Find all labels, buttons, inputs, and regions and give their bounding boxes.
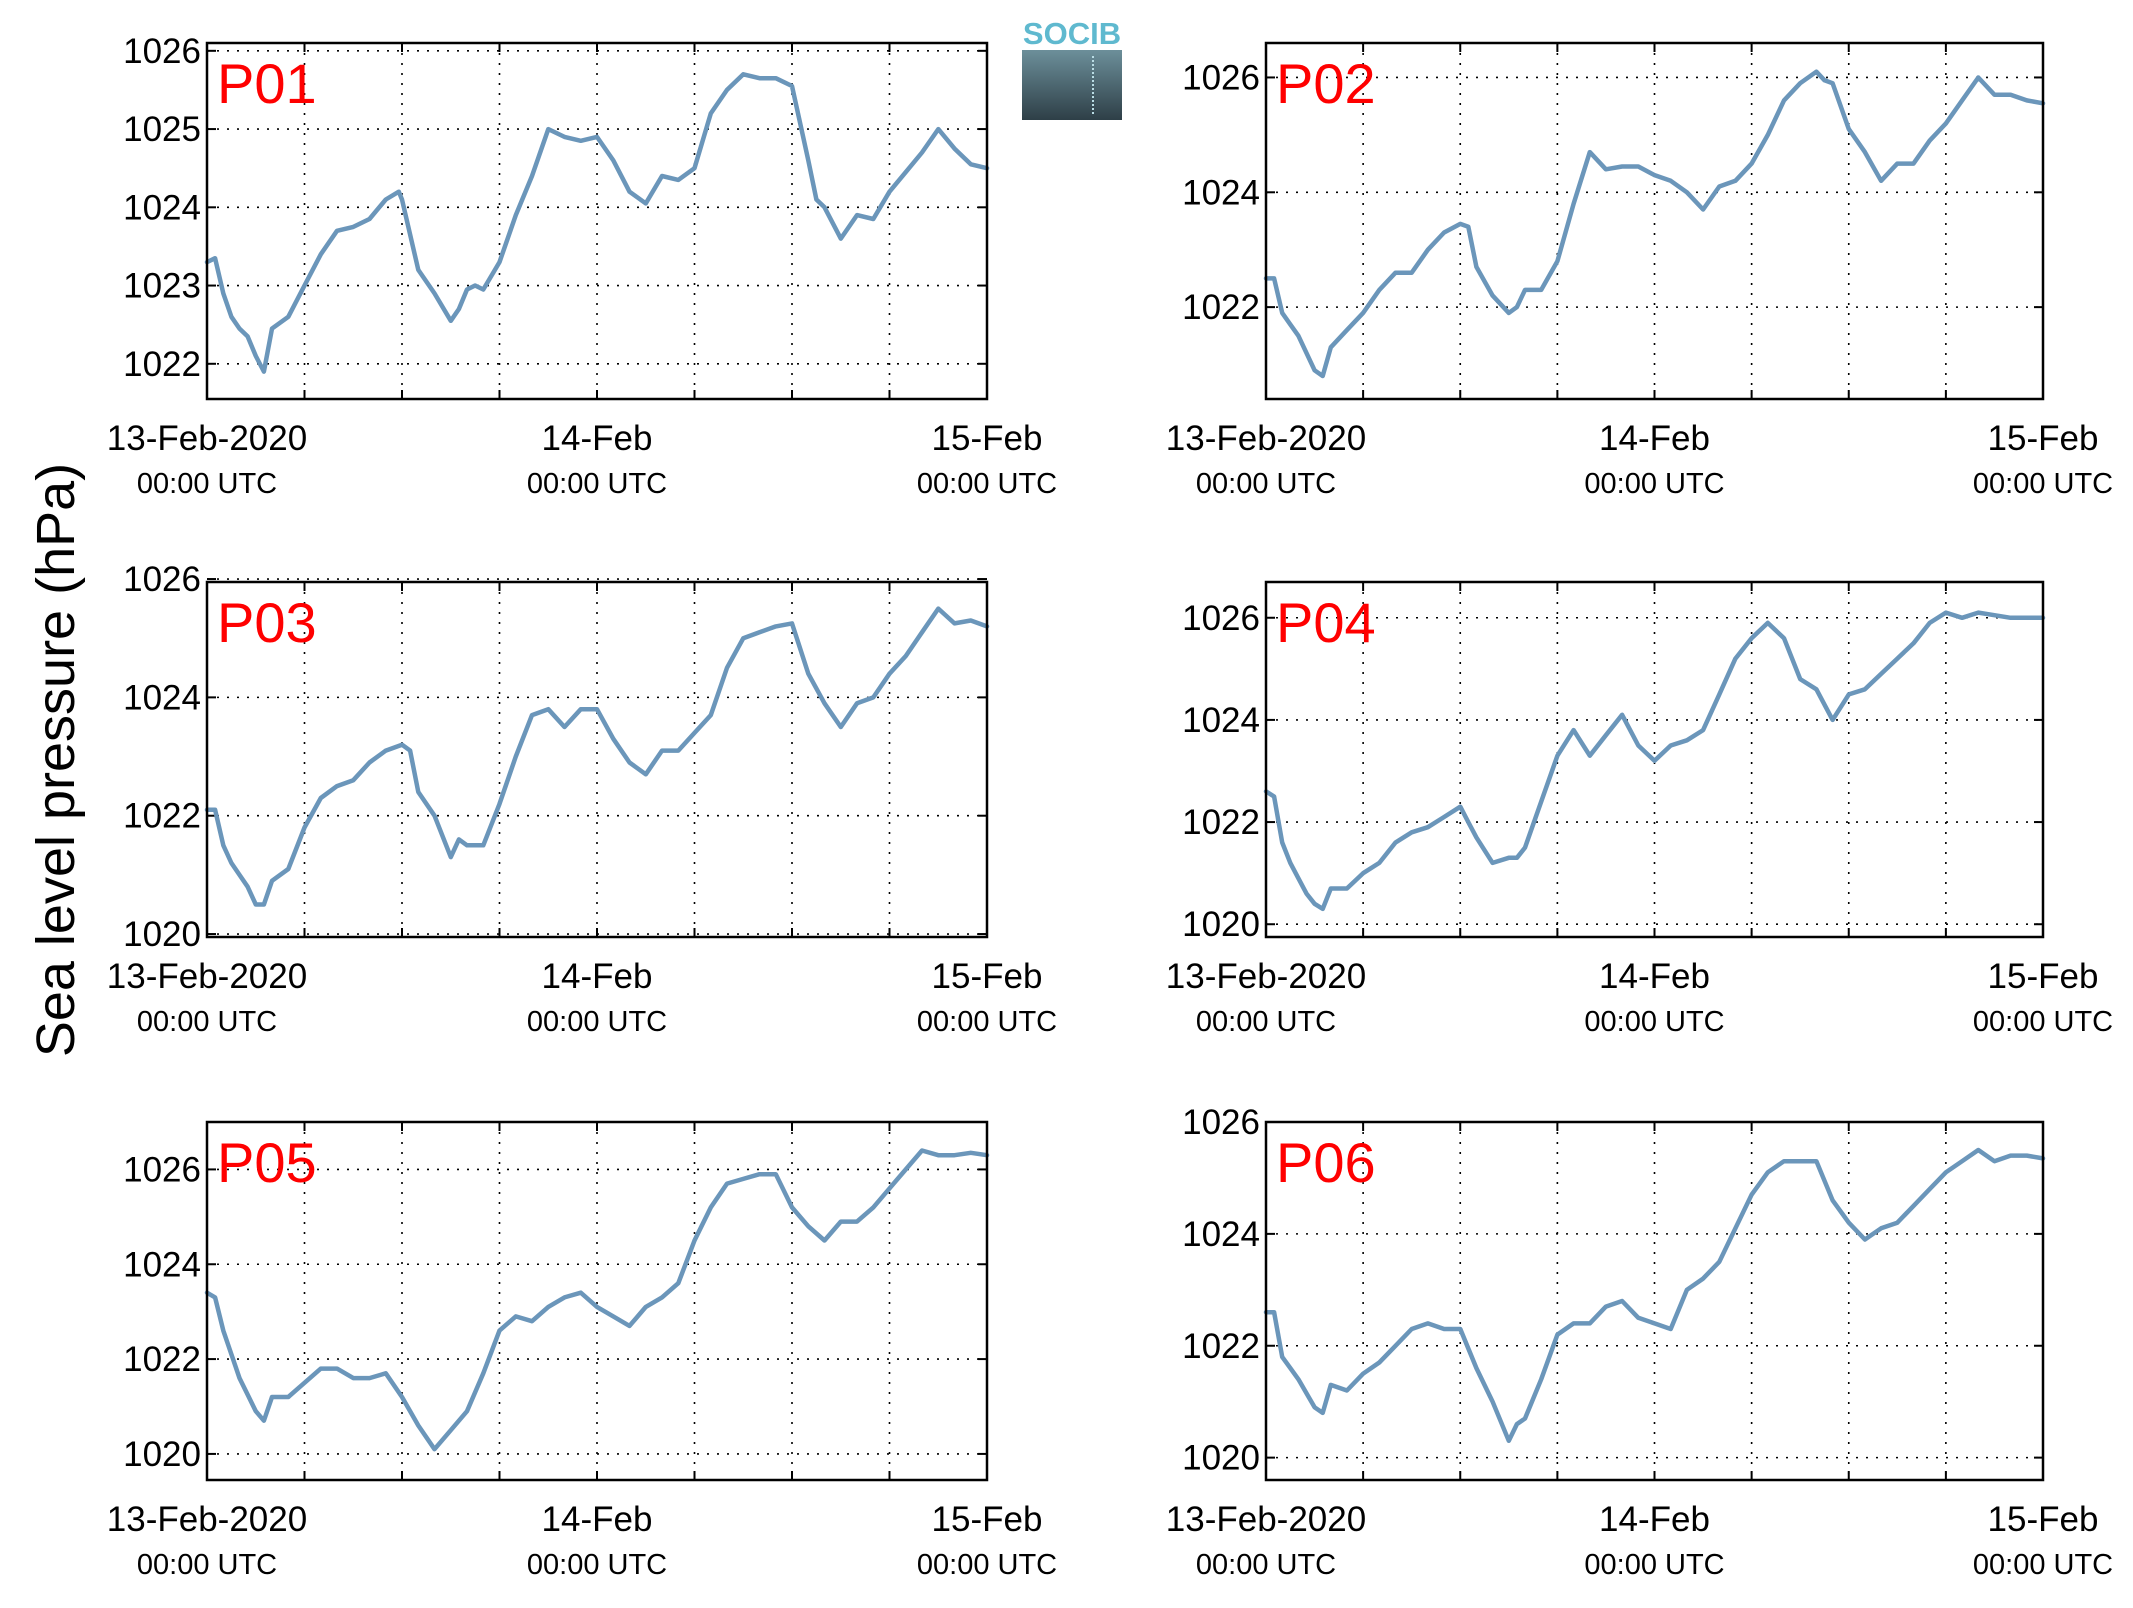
y-tick-label: 1022: [123, 797, 201, 836]
x-tick-label-date: 15-Feb: [1988, 419, 2099, 458]
axes-frame: [205, 580, 989, 939]
x-tick-label-time: 00:00 UTC: [1196, 468, 1336, 500]
x-tick-label-time: 00:00 UTC: [527, 1006, 667, 1038]
y-tick-label: 1020: [123, 1435, 201, 1474]
x-tick-label-time: 00:00 UTC: [137, 1006, 277, 1038]
y-tick-label: 1022: [123, 345, 201, 384]
y-tick-label: 1024: [123, 188, 201, 227]
x-tick-label-time: 00:00 UTC: [1973, 1549, 2113, 1581]
x-tick-label-date: 15-Feb: [1988, 957, 2099, 996]
pressure-series-line: [1263, 69, 2046, 379]
x-tick-label-date: 15-Feb: [1988, 1500, 2099, 1539]
x-tick-label-date: 15-Feb: [932, 419, 1043, 458]
axes-frame: [1264, 41, 2045, 401]
pressure-series-line: [1263, 610, 2046, 912]
y-tick-label: 1022: [1182, 288, 1260, 327]
y-tick-label: 1024: [123, 678, 201, 717]
x-tick-label-time: 00:00 UTC: [137, 1549, 277, 1581]
station-label: P04: [1276, 591, 1376, 654]
y-axis-label: Sea level pressure (hPa): [26, 462, 86, 1058]
x-tick-label-time: 00:00 UTC: [137, 468, 277, 500]
x-tick-label-time: 00:00 UTC: [1973, 468, 2113, 500]
pressure-series-line: [204, 606, 990, 907]
x-tick-label-time: 00:00 UTC: [1584, 1006, 1724, 1038]
y-tick-label: 1022: [1182, 1327, 1260, 1366]
x-tick-label-date: 13-Feb-2020: [1166, 1500, 1366, 1539]
x-tick-label-date: 13-Feb-2020: [107, 1500, 307, 1539]
y-tick-label: 1020: [1182, 1439, 1260, 1478]
pressure-series-line: [204, 72, 990, 374]
axes-frame: [1264, 1120, 2045, 1482]
x-tick-label-date: 13-Feb-2020: [1166, 957, 1366, 996]
y-tick-label: 1022: [1182, 803, 1260, 842]
y-tick-label: 1024: [1182, 173, 1260, 212]
y-tick-label: 1020: [1182, 905, 1260, 944]
x-tick-label-date: 14-Feb: [542, 1500, 653, 1539]
x-tick-label-date: 14-Feb: [1599, 957, 1710, 996]
x-tick-label-time: 00:00 UTC: [1196, 1549, 1336, 1581]
axes-frame: [205, 1120, 989, 1482]
station-label: P06: [1276, 1131, 1376, 1194]
station-label: P01: [217, 52, 317, 115]
axes-frame: [205, 41, 989, 401]
station-label: P05: [217, 1131, 317, 1194]
y-tick-label: 1024: [123, 1245, 201, 1284]
x-tick-label-date: 15-Feb: [932, 957, 1043, 996]
x-tick-label-date: 15-Feb: [932, 1500, 1043, 1539]
x-tick-label-date: 13-Feb-2020: [107, 957, 307, 996]
y-tick-label: 1022: [123, 1340, 201, 1379]
x-tick-label-time: 00:00 UTC: [917, 468, 1057, 500]
x-tick-label-time: 00:00 UTC: [917, 1006, 1057, 1038]
x-tick-label-date: 13-Feb-2020: [107, 419, 307, 458]
x-tick-label-time: 00:00 UTC: [1196, 1006, 1336, 1038]
pressure-series-line: [1263, 1147, 2046, 1444]
x-tick-label-time: 00:00 UTC: [1584, 468, 1724, 500]
x-tick-label-time: 00:00 UTC: [1584, 1549, 1724, 1581]
socib-logo: SOCIB: [1022, 16, 1122, 120]
y-tick-label: 1025: [123, 110, 201, 149]
pressure-series-line: [204, 1148, 990, 1452]
x-tick-label-time: 00:00 UTC: [527, 468, 667, 500]
y-tick-label: 1026: [123, 32, 201, 71]
station-label: P02: [1276, 52, 1376, 115]
x-tick-label-date: 14-Feb: [542, 957, 653, 996]
x-tick-label-date: 13-Feb-2020: [1166, 419, 1366, 458]
y-tick-label: 1026: [1182, 1103, 1260, 1142]
y-tick-label: 1020: [123, 915, 201, 954]
x-tick-label-time: 00:00 UTC: [1973, 1006, 2113, 1038]
y-tick-label: 1026: [123, 1150, 201, 1189]
x-tick-label-date: 14-Feb: [1599, 419, 1710, 458]
logo-text: SOCIB: [1022, 16, 1122, 51]
x-tick-label-time: 00:00 UTC: [917, 1549, 1057, 1581]
y-tick-label: 1024: [1182, 701, 1260, 740]
x-tick-label-time: 00:00 UTC: [527, 1549, 667, 1581]
y-tick-label: 1026: [123, 560, 201, 599]
x-tick-label-date: 14-Feb: [1599, 1500, 1710, 1539]
axes-frame: [1264, 580, 2045, 939]
y-tick-label: 1024: [1182, 1215, 1260, 1254]
y-tick-label: 1026: [1182, 58, 1260, 97]
y-tick-label: 1023: [123, 267, 201, 306]
x-tick-label-date: 14-Feb: [542, 419, 653, 458]
station-label: P03: [217, 591, 317, 654]
logo-graphic: [1022, 50, 1122, 120]
y-tick-label: 1026: [1182, 599, 1260, 638]
